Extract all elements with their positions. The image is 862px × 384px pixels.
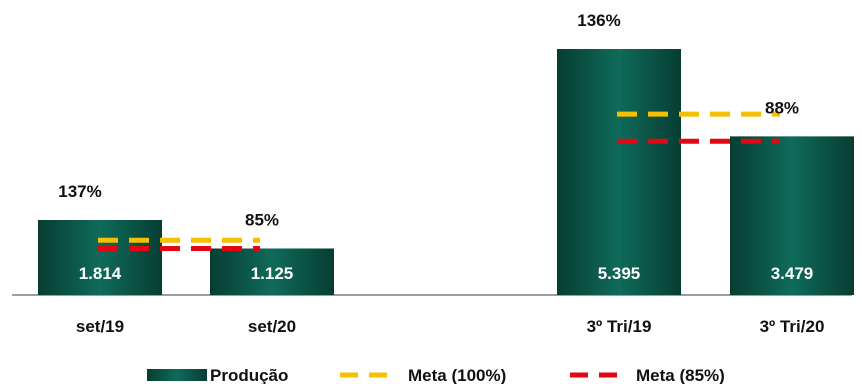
legend-label: Produção	[210, 366, 288, 384]
bar-value-label: 5.395	[598, 264, 641, 283]
legend-swatch-producao	[147, 369, 207, 381]
x-tick-label: set/19	[76, 317, 124, 336]
bar	[730, 136, 854, 295]
bar	[557, 49, 681, 295]
bar	[210, 248, 334, 295]
bar-value-label: 3.479	[771, 264, 814, 283]
bar	[38, 220, 162, 295]
x-tick-label: 3º Tri/19	[587, 317, 652, 336]
bar-value-label: 1.814	[79, 264, 122, 283]
percent-label: 136%	[577, 11, 620, 30]
percent-label: 85%	[245, 210, 279, 229]
legend-label: Meta (85%)	[636, 366, 725, 384]
bar-value-label: 1.125	[251, 264, 294, 283]
legend-label: Meta (100%)	[408, 366, 506, 384]
x-tick-label: 3º Tri/20	[760, 317, 825, 336]
percent-label: 88%	[765, 98, 799, 117]
percent-label: 137%	[58, 182, 101, 201]
x-tick-label: set/20	[248, 317, 296, 336]
